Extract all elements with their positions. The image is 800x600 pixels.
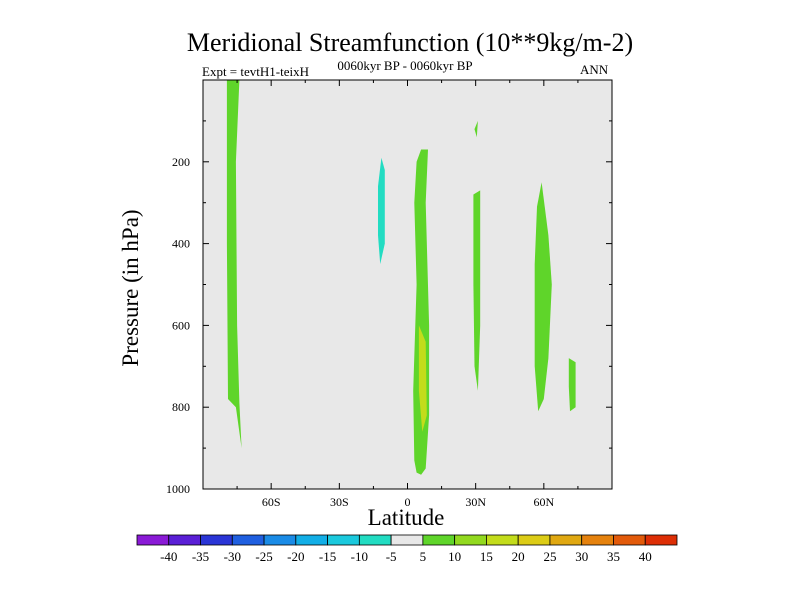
colorbar-box <box>168 534 201 546</box>
colorbar-label: 25 <box>543 549 556 564</box>
colorbar-box <box>200 534 233 546</box>
colorbar-label: -40 <box>160 549 177 564</box>
season-label: ANN <box>580 62 609 77</box>
colorbar-label: -15 <box>319 549 336 564</box>
contour-regions <box>226 80 576 475</box>
experiment-label: Expt = tevtH1-teixH <box>202 64 309 79</box>
colorbar-label: 10 <box>448 549 461 564</box>
colorbar-box <box>358 534 392 546</box>
x-tick-label: 30S <box>330 495 349 509</box>
x-axis-label: Latitude <box>367 505 445 530</box>
colorbar-label: 15 <box>480 549 493 564</box>
y-tick-label: 600 <box>172 318 190 332</box>
colorbar-box <box>422 534 456 546</box>
x-tick-label: 30N <box>465 495 486 509</box>
colorbar-box <box>644 534 678 546</box>
colorbar-label: -10 <box>351 549 368 564</box>
colorbar-label: 20 <box>512 549 525 564</box>
y-tick-label: 400 <box>172 237 190 251</box>
colorbar-box <box>263 534 297 546</box>
colorbar-box <box>390 534 424 546</box>
x-tick-label: 0 <box>405 495 411 509</box>
y-tick-label: 1000 <box>166 482 190 496</box>
region-cyan-inner-core <box>378 157 385 265</box>
colorbar-box <box>486 534 519 546</box>
colorbar-label: -35 <box>192 549 209 564</box>
region-yellow-core-8N <box>418 325 427 432</box>
colorbar-box <box>295 534 328 546</box>
colorbar-box <box>517 534 551 546</box>
colorbar-label: 40 <box>639 549 652 564</box>
colorbar-box <box>231 534 265 546</box>
x-tick-label: 60S <box>262 495 281 509</box>
colorbar-label: 35 <box>607 549 620 564</box>
region-green-dot-30N <box>474 120 478 138</box>
chart-title: Meridional Streamfunction (10**9kg/m-2) <box>186 28 634 57</box>
colorbar-box <box>549 534 583 546</box>
x-tick-label: 60N <box>533 495 554 509</box>
colorbar-label: 5 <box>420 549 427 564</box>
chart-subtitle: 0060kyr BP - 0060kyr BP <box>337 58 473 73</box>
colorbar-box <box>136 534 170 546</box>
region-green-band-60N <box>534 182 552 412</box>
colorbar-box <box>327 534 360 546</box>
colorbar-label: -20 <box>287 549 304 564</box>
axes: 60S 30S 0 30N 60N 200 400 600 800 1000 <box>166 80 612 509</box>
colorbar-label: 30 <box>575 549 588 564</box>
region-green-band-70S <box>226 80 242 449</box>
colorbar: -40 -35 -30 -25 -20 -15 -10 -5 5 10 15 20 25 30 35 40 <box>136 534 678 564</box>
colorbar-box <box>613 534 646 546</box>
region-cyan-band-60S <box>253 80 267 473</box>
region-green-sliver-30N <box>473 190 481 391</box>
region-green-small-70N <box>568 358 576 412</box>
y-tick-label: 800 <box>172 400 190 414</box>
region-cyan-arm-15N <box>431 243 458 461</box>
colorbar-box <box>581 534 614 546</box>
y-tick-label: 200 <box>172 155 190 169</box>
colorbar-label: -30 <box>224 549 241 564</box>
region-cyan-blob-tropics <box>362 141 399 457</box>
colorbar-box <box>454 534 487 546</box>
colorbar-label: -5 <box>386 549 397 564</box>
colorbar-label: -25 <box>255 549 272 564</box>
